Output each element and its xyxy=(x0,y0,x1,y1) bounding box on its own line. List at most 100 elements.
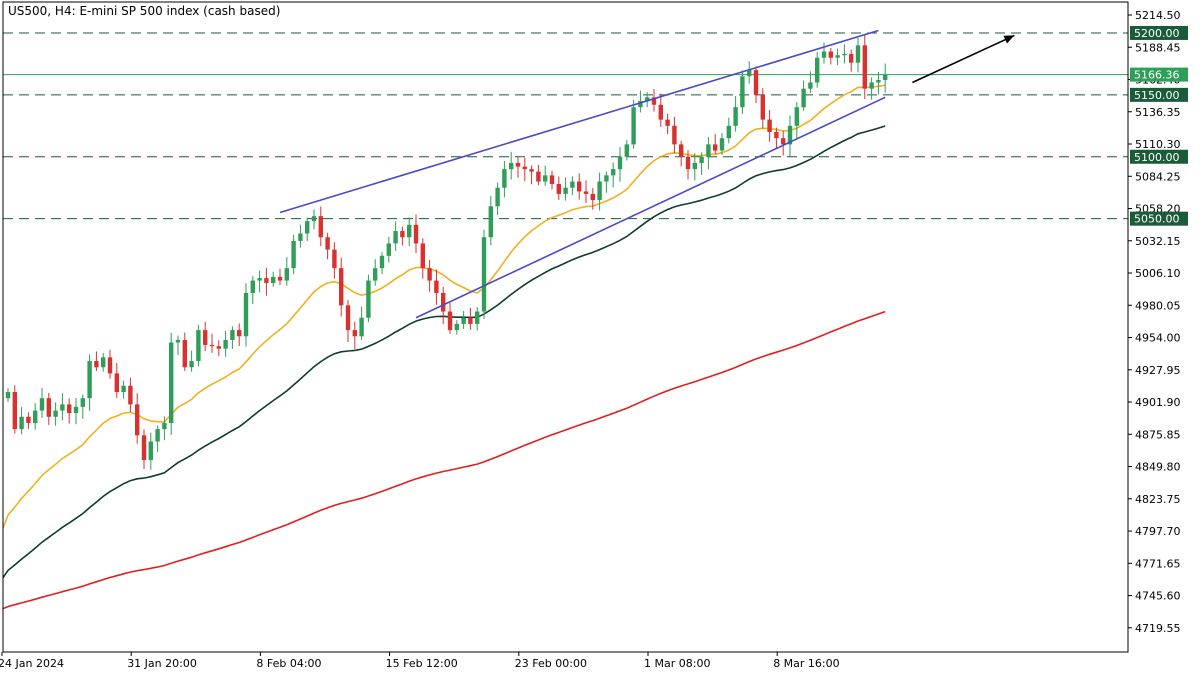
ma-mid-line xyxy=(2,125,886,579)
candle-body xyxy=(706,144,711,157)
candle-body xyxy=(597,181,602,201)
x-tick-label: 23 Feb 00:00 xyxy=(515,657,587,670)
candle-body xyxy=(298,233,303,241)
candle-body xyxy=(862,45,867,89)
candle-body xyxy=(692,162,697,170)
candle-body xyxy=(733,107,738,126)
x-tick-label: 8 Feb 04:00 xyxy=(256,657,321,670)
candle-body xyxy=(271,276,276,284)
candle-body xyxy=(141,435,147,461)
candle-body xyxy=(291,240,296,269)
candle-body xyxy=(128,385,133,405)
candle-body xyxy=(835,55,840,58)
candle-body xyxy=(67,404,72,414)
candle-body xyxy=(53,410,58,417)
y-tick-label: 4954.00 xyxy=(1135,332,1181,345)
plot-border xyxy=(2,1,1129,653)
candle-body xyxy=(876,80,881,83)
candle-body xyxy=(883,74,888,80)
candle-body xyxy=(753,70,759,95)
candle-body xyxy=(223,340,228,349)
candle-body xyxy=(536,171,541,182)
candle-body xyxy=(869,82,874,89)
candle-body xyxy=(679,144,684,157)
candle-body xyxy=(121,385,126,392)
candle-body xyxy=(488,206,493,238)
candle-body xyxy=(284,268,289,281)
y-tick-label: 4901.90 xyxy=(1135,396,1181,409)
candle-body xyxy=(570,181,575,188)
candle-body xyxy=(379,255,385,269)
y-tick-label: 5188.45 xyxy=(1135,41,1181,54)
candle-body xyxy=(325,237,330,250)
candle-body xyxy=(461,317,466,324)
candle-body xyxy=(359,317,364,337)
candle-body xyxy=(821,51,827,58)
axes: 5214.505188.455162.405136.355110.305084.… xyxy=(0,1,1181,670)
price-label-text: 5166.36 xyxy=(1134,69,1180,82)
y-tick-label: 4927.95 xyxy=(1135,364,1181,377)
candle-body xyxy=(203,330,208,345)
candle-body xyxy=(12,392,17,430)
candle-body xyxy=(420,243,425,269)
candle-body xyxy=(543,175,548,182)
candle-body xyxy=(549,175,555,184)
candle-body xyxy=(94,361,99,368)
candle-body xyxy=(447,311,453,331)
candle-body xyxy=(617,156,623,170)
horizontal-levels xyxy=(3,32,1128,220)
candle-body xyxy=(46,398,51,417)
chart-title: US500, H4: E-mini SP 500 index (cash bas… xyxy=(8,4,281,18)
candle-body xyxy=(828,51,833,58)
x-tick-label: 24 Jan 2024 xyxy=(0,657,64,670)
ma-slow-line xyxy=(2,310,886,610)
price-label-box xyxy=(1130,87,1188,102)
candle-body xyxy=(454,323,459,331)
price-label-box xyxy=(1130,149,1188,164)
candle-body xyxy=(175,340,181,343)
ma-fast-line xyxy=(2,84,886,529)
moving-averages xyxy=(2,84,886,610)
candle-body xyxy=(352,330,357,337)
candle-body xyxy=(495,187,500,207)
candle-body xyxy=(468,317,473,324)
candle-body xyxy=(393,231,398,244)
candle-body xyxy=(107,357,113,374)
candle-body xyxy=(631,107,636,145)
candle-body xyxy=(604,175,609,182)
candle-body xyxy=(719,138,725,151)
y-tick-label: 4980.05 xyxy=(1135,299,1181,312)
x-tick-label: 8 Mar 16:00 xyxy=(773,657,839,670)
candle-body xyxy=(264,278,269,284)
candle-body xyxy=(257,278,262,281)
candle-body xyxy=(747,70,752,77)
candle-body xyxy=(726,125,731,139)
candle-body xyxy=(502,169,507,188)
price-label-box xyxy=(1130,25,1188,40)
candle-body xyxy=(624,144,629,157)
price-label-box xyxy=(1130,67,1188,82)
candle-body xyxy=(19,416,24,430)
y-tick-label: 4823.75 xyxy=(1135,493,1181,506)
candle-body xyxy=(801,88,806,108)
y-tick-label: 5136.35 xyxy=(1135,106,1181,119)
y-tick-label: 4745.60 xyxy=(1135,590,1181,603)
candle-body xyxy=(842,54,847,56)
candle-body xyxy=(345,305,351,331)
y-tick-label: 4719.55 xyxy=(1135,622,1181,635)
candle-body xyxy=(699,156,704,163)
forecast-arrow-line xyxy=(912,34,1015,84)
candle-body xyxy=(556,184,561,194)
candle-body xyxy=(658,104,663,120)
candle-body xyxy=(26,416,31,423)
candle-body xyxy=(39,398,45,411)
candle-body xyxy=(651,97,657,105)
candle-body xyxy=(583,191,589,194)
candle-body xyxy=(665,119,670,126)
price-label-text: 5200.00 xyxy=(1134,27,1180,40)
candle-body xyxy=(101,357,106,368)
candle-body xyxy=(114,373,119,392)
candle-body xyxy=(781,138,786,145)
candle-body xyxy=(427,268,432,281)
y-tick-label: 5214.50 xyxy=(1135,9,1181,22)
